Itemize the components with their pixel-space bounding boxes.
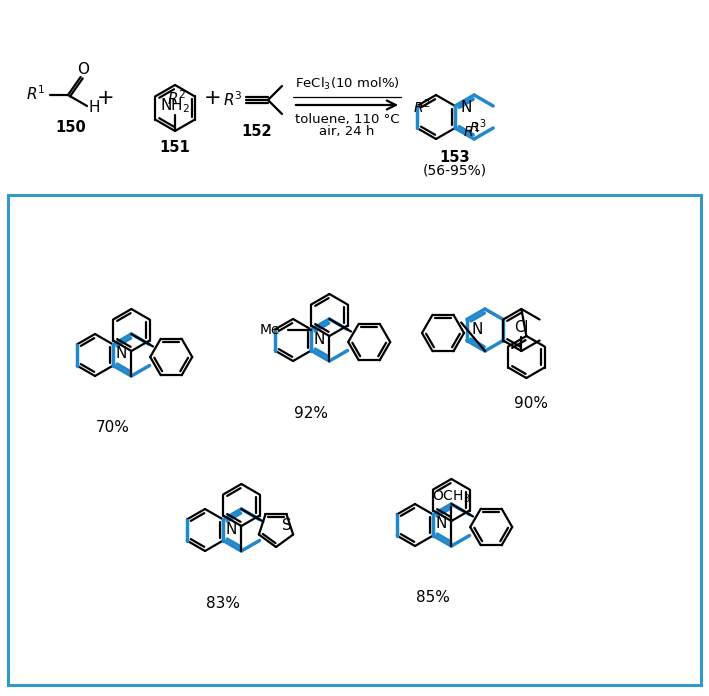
Text: H: H <box>89 100 100 116</box>
Text: FeCl$_3$(10 mol%): FeCl$_3$(10 mol%) <box>295 76 399 92</box>
Text: toluene, 110 °C: toluene, 110 °C <box>295 113 399 125</box>
Text: N: N <box>225 521 237 537</box>
Text: 92%: 92% <box>294 406 328 420</box>
Text: $R^1$: $R^1$ <box>26 85 45 103</box>
Text: OCH$_3$: OCH$_3$ <box>432 489 471 505</box>
Text: Me: Me <box>259 322 280 336</box>
Text: NH$_2$: NH$_2$ <box>160 97 190 116</box>
Text: (56-95%): (56-95%) <box>423 164 487 178</box>
Text: 83%: 83% <box>206 596 240 610</box>
Text: N: N <box>460 100 471 116</box>
Text: $R^3$: $R^3$ <box>469 118 487 136</box>
Text: N: N <box>115 347 127 361</box>
Text: $R^3$: $R^3$ <box>223 90 243 109</box>
Text: Cl: Cl <box>514 320 529 335</box>
Text: N: N <box>313 331 325 347</box>
Text: +: + <box>204 88 222 108</box>
Text: 90%: 90% <box>514 395 548 411</box>
Text: N: N <box>435 516 447 532</box>
Text: 150: 150 <box>55 120 86 136</box>
Text: $R^1$: $R^1$ <box>463 122 481 141</box>
Text: $R^2$: $R^2$ <box>167 90 186 109</box>
Text: 85%: 85% <box>416 590 450 606</box>
Text: +: + <box>97 88 115 108</box>
Text: N: N <box>471 322 484 338</box>
Text: 152: 152 <box>242 125 272 139</box>
Text: $R^2$: $R^2$ <box>413 97 431 116</box>
FancyBboxPatch shape <box>8 195 701 685</box>
Text: 151: 151 <box>160 141 191 155</box>
Text: O: O <box>77 63 89 77</box>
Text: 70%: 70% <box>96 420 130 436</box>
Text: air, 24 h: air, 24 h <box>319 125 374 139</box>
Text: 153: 153 <box>440 150 470 164</box>
Text: S: S <box>281 519 291 533</box>
